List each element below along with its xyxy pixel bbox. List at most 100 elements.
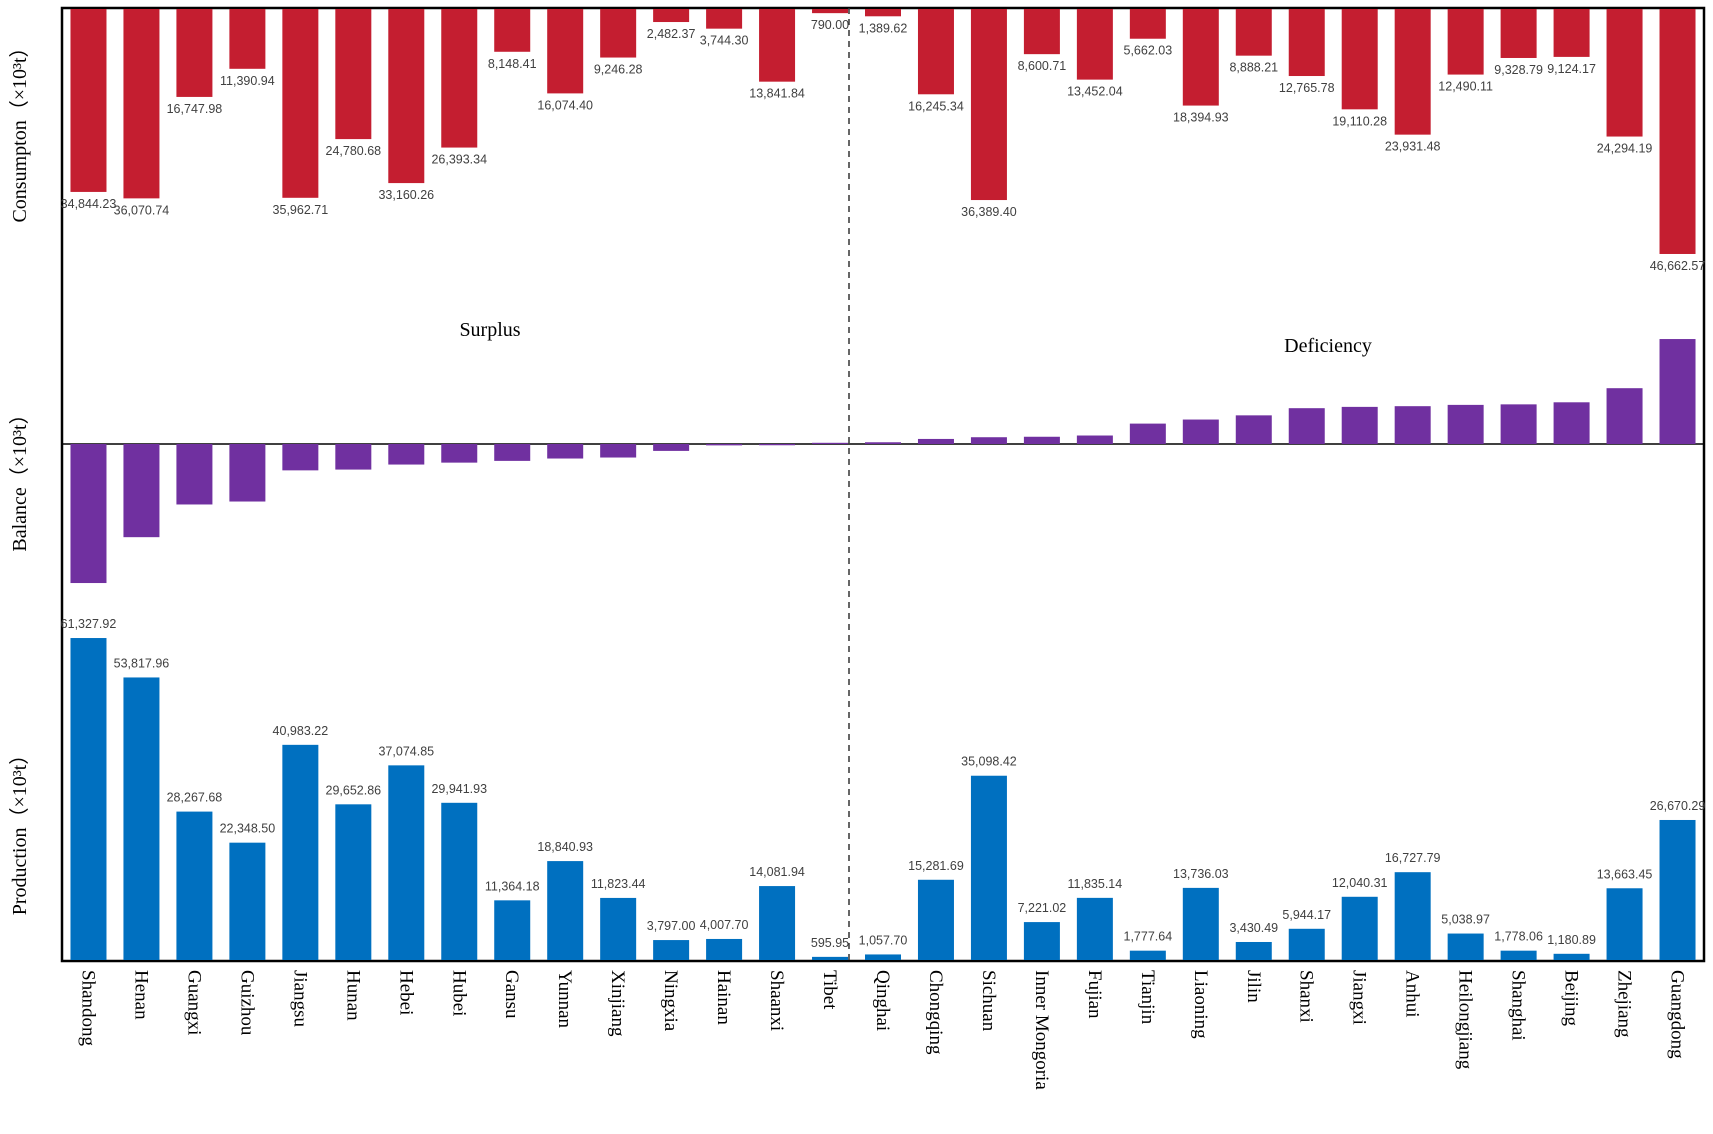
balance-bar [812, 442, 849, 444]
consumption-bar [1023, 9, 1060, 55]
category-label: Jilin [1243, 970, 1264, 1003]
consumption-bar [600, 9, 637, 58]
category-label: Anhui [1402, 970, 1423, 1018]
consumption-bar [1553, 9, 1590, 57]
consumption-bar [1394, 9, 1431, 135]
category-label: Henan [130, 970, 151, 1020]
production-bar [1023, 922, 1060, 960]
category-label: Liaoning [1190, 970, 1211, 1039]
production-bar [176, 811, 213, 960]
balance-bar [1235, 415, 1272, 444]
consumption-value-label: 2,482.37 [647, 27, 696, 41]
category-label: Hunan [342, 970, 363, 1021]
balance-bar [970, 437, 1007, 444]
category-label: Inner Mongoria [1031, 970, 1052, 1090]
production-bar [653, 940, 690, 960]
production-value-label: 28,267.68 [167, 791, 223, 805]
consumption-value-label: 16,074.40 [537, 98, 593, 112]
production-axis-title: Production（×10³t） [8, 745, 31, 916]
balance-bar [865, 442, 901, 444]
balance-bar [176, 444, 213, 505]
consumption-bar [1341, 9, 1378, 110]
category-label: Fujian [1084, 970, 1105, 1019]
production-bar [865, 954, 901, 960]
consumption-bar [970, 9, 1007, 201]
plot-frame [60, 6, 1706, 963]
consumption-value-label: 33,160.26 [378, 188, 434, 202]
category-label: Zhejiang [1614, 970, 1635, 1038]
production-bar [1341, 896, 1378, 960]
balance-bar [70, 444, 107, 584]
consumption-bar [865, 9, 901, 17]
production-bar [706, 938, 743, 960]
production-bar [1606, 888, 1643, 960]
balance-bar [229, 444, 266, 502]
production-bar [1182, 887, 1219, 960]
production-value-label: 3,430.49 [1229, 921, 1278, 935]
production-value-label: 53,817.96 [114, 656, 170, 670]
consumption-bar [1500, 9, 1537, 58]
production-bar [441, 802, 478, 960]
consumption-bar [123, 9, 160, 199]
category-label: Yunnan [554, 970, 575, 1029]
production-value-label: 11,835.14 [1068, 877, 1123, 891]
production-value-label: 1,777.64 [1124, 930, 1173, 944]
consumption-value-label: 5,662.03 [1124, 44, 1173, 58]
consumption-bar [759, 9, 796, 82]
category-label: Xinjiang [607, 970, 628, 1037]
category-label: Qinghai [872, 970, 893, 1031]
consumption-value-label: 3,744.30 [700, 34, 749, 48]
consumption-value-label: 8,888.21 [1229, 61, 1278, 75]
production-value-label: 61,327.92 [61, 617, 117, 631]
production-bar [1235, 941, 1272, 960]
production-value-label: 37,074.85 [378, 744, 434, 758]
production-value-label: 595.95 [811, 936, 849, 950]
production-bar [123, 677, 160, 960]
consumption-bar [653, 9, 690, 23]
production-bar [547, 861, 584, 960]
production-value-label: 14,081.94 [749, 865, 805, 879]
consumption-bar [812, 9, 849, 14]
balance-bar [1659, 339, 1696, 444]
production-bar [812, 956, 849, 960]
production-bar [282, 744, 319, 960]
production-value-label: 3,797.00 [647, 919, 696, 933]
consumption-value-label: 18,394.93 [1173, 111, 1229, 125]
production-value-label: 7,221.02 [1018, 901, 1067, 915]
consumption-bar [706, 9, 743, 29]
production-value-label: 13,736.03 [1173, 867, 1229, 881]
balance-bar [1447, 404, 1484, 444]
production-bar [1129, 950, 1166, 960]
consumption-bar [335, 9, 372, 140]
balance-bar [759, 444, 796, 446]
consumption-bar [229, 9, 266, 69]
production-bar [600, 897, 637, 960]
consumption-value-label: 9,246.28 [594, 63, 643, 77]
consumption-bar [547, 9, 584, 94]
production-value-label: 40,983.22 [273, 724, 329, 738]
production-value-label: 1,778.06 [1494, 930, 1543, 944]
production-bar [1659, 819, 1696, 960]
consumption-bar [1129, 9, 1166, 39]
category-label: Hubei [448, 970, 469, 1016]
production-value-label: 12,040.31 [1332, 876, 1388, 890]
category-label: Jiangxi [1349, 970, 1370, 1025]
production-value-label: 5,944.17 [1282, 908, 1331, 922]
consumption-value-label: 790.00 [811, 18, 849, 32]
balance-bar [917, 438, 954, 444]
production-bar [917, 879, 954, 960]
consumption-bar [1235, 9, 1272, 56]
balance-bar [441, 444, 478, 463]
consumption-value-label: 16,245.34 [908, 99, 964, 113]
category-label: Chongqing [925, 970, 946, 1055]
balance-bar [494, 444, 531, 461]
consumption-value-label: 23,931.48 [1385, 140, 1441, 154]
consumption-bar [1659, 9, 1696, 254]
consumption-value-label: 9,124.17 [1547, 62, 1596, 76]
consumption-value-label: 26,393.34 [431, 153, 487, 167]
balance-bar [1076, 435, 1113, 444]
production-value-label: 13,663.45 [1597, 867, 1653, 881]
consumption-bar [441, 9, 478, 148]
consumption-value-label: 24,780.68 [326, 144, 382, 158]
